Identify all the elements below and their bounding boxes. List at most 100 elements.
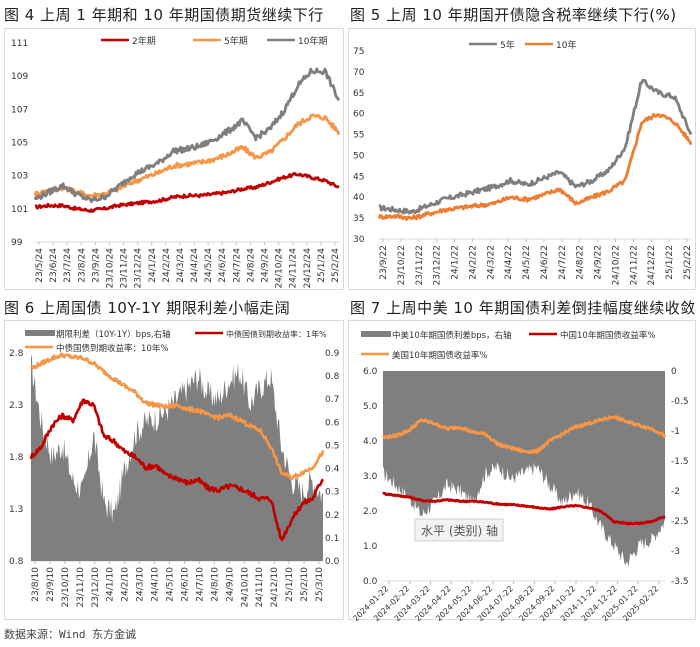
fig7-chart: 0.0 1.0 2.0 3.0 4.0 5.0 6.0 -3.5 -3 -2.5 -2 -1.5 -1 -… [351, 330, 689, 621]
y-tick-label: 99 [11, 238, 23, 248]
y-tick-label: 2.3 [9, 401, 23, 411]
x-tick-label: 24/4/22 [504, 245, 514, 280]
x-tick-label: 24/9/22 [594, 245, 604, 280]
y-tick-label: 35 [353, 214, 364, 224]
x-tick-label: 23/11/22 [415, 245, 425, 285]
x-tick-label: 24/9/24 [261, 248, 271, 283]
x-tick-label: 24/6/24 [218, 248, 228, 283]
legend-label: 2年期 [132, 35, 156, 47]
x-tick-label: 24/8/10 [210, 567, 220, 602]
y-tick-label: 40 [353, 193, 365, 203]
x-tick-label: 24/10/22 [611, 245, 621, 285]
x-tick-label: 24/4/10 [151, 567, 161, 602]
line-series-1 [382, 491, 666, 526]
x-tick-label: 24/11/24 [289, 248, 299, 289]
y-tick-label: 1.3 [9, 505, 23, 515]
line-series-2 [33, 67, 341, 204]
x-tick-label: 24/3/10 [136, 567, 146, 602]
y-tick-label: 30 [353, 235, 365, 245]
x-tick-label: 25/1/24 [317, 248, 327, 283]
legend-label: 中美10年期国债利差bps，右轴 [392, 330, 512, 341]
x-tick-label: 23/8/10 [31, 567, 41, 602]
y-tick-label: 103 [11, 172, 28, 182]
axis-tooltip-text: 水平 (类别) 轴 [421, 523, 498, 538]
x-tick-label: 23/12/10 [91, 567, 101, 608]
x-tick-label: 25/3/10 [315, 567, 325, 602]
y-right-tick-label: -1.5 [671, 457, 689, 467]
x-tick-label: 24/10/24 [275, 248, 285, 289]
x-tick-label: 24/12/10 [270, 567, 280, 608]
x-tick-label: 24/5/10 [166, 567, 176, 602]
x-tick-label: 23/5/24 [35, 248, 45, 283]
x-tick-label: 24/12/24 [303, 248, 313, 289]
line-series-0 [378, 78, 693, 215]
legend-label: 10年 [556, 39, 576, 51]
legend-label: 5年 [500, 39, 515, 51]
fig6-panel: 0.8 1.3 1.8 2.3 2.8 0.0 0.1 0.2 0.3 0.4 0.5 0.6 0.7 0… [4, 320, 344, 620]
x-tick-label: 23/12/24 [134, 248, 144, 289]
y-tick-label: 3.0 [363, 472, 378, 482]
y-tick-label: 4.0 [363, 437, 378, 447]
x-tick-label: 24/4/24 [190, 248, 200, 283]
x-tick-label: 23/9/10 [46, 567, 56, 602]
fig4-title: 图 4 上周 1 年期和 10 年期国债期货继续下行 [4, 6, 324, 24]
x-tick-label: 25/2/22 [683, 245, 693, 280]
x-tick-label: 24/7/22 [558, 245, 568, 280]
y-right-tick-label: 0.3 [325, 488, 339, 498]
x-tick-label: 24/10/10 [240, 567, 250, 608]
x-tick-label: 24/9/10 [225, 567, 235, 602]
fig4-panel: 99 101 103 105 107 109 111 23/5/24 23/6/24 23/7/2… [4, 28, 344, 290]
fig5-chart: 30 35 40 45 50 55 60 65 70 75 23/9/22 23/10/22 23/11… [353, 39, 693, 285]
x-tick-label: 24/8/22 [576, 245, 586, 280]
x-tick-label: 23/9/24 [91, 248, 101, 283]
y-tick-label: 60 [353, 110, 365, 120]
x-tick-label: 24/6/22 [540, 245, 550, 280]
legend-label: 中债国债到期收益率：1年% [226, 329, 327, 339]
y-right-tick-label: -2.5 [671, 517, 689, 527]
y-right-tick-label: -1 [671, 427, 680, 437]
y-tick-label: 1.0 [363, 542, 378, 552]
y-tick-label: 75 [353, 47, 364, 57]
fig7-title: 图 7 上周中美 10 年期国债利差倒挂幅度继续收敛 [350, 299, 696, 317]
x-tick-label: 24/1/24 [148, 248, 158, 283]
y-tick-label: 2.0 [363, 507, 378, 517]
y-right-tick-label: -3 [671, 547, 680, 557]
line-series-1 [377, 112, 693, 221]
x-tick-label: 23/9/22 [379, 245, 389, 280]
x-tick-label: 24/2/22 [468, 245, 478, 280]
x-tick-label: 24/12/22 [647, 245, 657, 285]
y-tick-label: 45 [353, 172, 364, 182]
y-tick-label: 0.8 [9, 557, 24, 567]
fig6-chart: 0.8 1.3 1.8 2.3 2.8 0.0 0.1 0.2 0.3 0.4 0.5 0.6 0.7 0… [9, 329, 340, 608]
legend-label: 期限利差（10Y-1Y）bps,右轴 [56, 329, 171, 340]
x-tick-label: 23/6/24 [49, 248, 59, 283]
x-tick-label: 24/7/10 [195, 567, 205, 602]
y-tick-label: 107 [11, 105, 28, 115]
y-tick-label: 65 [353, 89, 364, 99]
fig4-chart: 99 101 103 105 107 109 111 23/5/24 23/6/24 23/7/2… [11, 35, 341, 289]
x-tick-label: 24/2/24 [162, 248, 172, 283]
legend-swatch [25, 330, 55, 336]
x-tick-label: 23/10/10 [61, 567, 71, 608]
legend-swatch [361, 331, 391, 337]
y-right-tick-label: 0.7 [325, 395, 339, 405]
data-source: 数据来源：Wind 东方金诚 [4, 628, 137, 641]
x-tick-label: 24/11/22 [629, 245, 639, 285]
line-series-2 [381, 415, 667, 455]
x-tick-label: 23/10/22 [397, 245, 407, 285]
y-right-tick-label: 0.5 [325, 441, 339, 451]
fig7-panel: 0.0 1.0 2.0 3.0 4.0 5.0 6.0 -3.5 -3 -2.5 -2 -1.5 -1 -… [348, 320, 696, 621]
y-right-tick-label: 0.8 [325, 372, 340, 382]
y-right-tick-label: 0.9 [325, 349, 340, 359]
y-tick-label: 70 [353, 68, 365, 78]
line-series-0 [34, 171, 340, 213]
axis-tooltip-box [414, 518, 504, 542]
y-right-tick-label: 0.4 [325, 465, 340, 475]
line-series-1 [29, 398, 325, 542]
x-tick-label: 24/8/24 [246, 248, 256, 283]
legend-label: 10年期 [298, 35, 327, 47]
y-tick-label: 109 [11, 72, 28, 82]
x-tick-label: 24/2/10 [121, 567, 131, 602]
x-tick-label: 24/1/10 [106, 567, 116, 602]
y-tick-label: 1.8 [9, 453, 24, 463]
